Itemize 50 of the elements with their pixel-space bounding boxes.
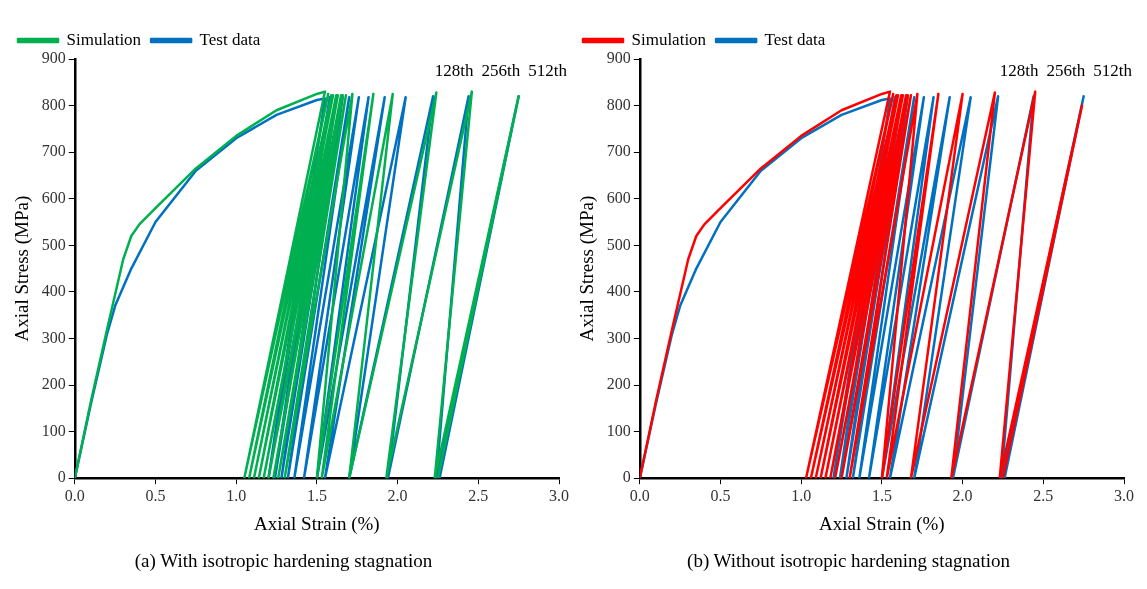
x-axis-title: Axial Strain (%) (254, 512, 380, 535)
annotation: 512th (1093, 60, 1133, 80)
y-tick-label: 0 (622, 468, 631, 486)
annotation: 256th (481, 60, 521, 80)
y-tick-label: 300 (606, 328, 631, 346)
y-tick-label: 700 (41, 142, 66, 160)
y-tick-label: 100 (41, 421, 66, 439)
y-tick-label: 600 (41, 188, 66, 206)
y-tick-label: 200 (606, 375, 631, 393)
x-axis-title: Axial Strain (%) (819, 512, 945, 535)
x-tick-label: 1.5 (871, 487, 892, 504)
y-axis-title: Axial Stress (MPa) (576, 195, 599, 342)
annotation: 256th (1046, 60, 1086, 80)
x-tick-label: 3.0 (549, 487, 569, 504)
x-tick-label: 0.5 (145, 487, 166, 504)
y-tick-label: 900 (41, 49, 66, 67)
x-tick-label: 2.0 (387, 487, 408, 504)
x-tick-label: 1.0 (791, 487, 812, 504)
legend-label: Test data (199, 29, 261, 49)
y-tick-label: 100 (606, 421, 631, 439)
y-tick-label: 300 (41, 328, 66, 346)
y-tick-label: 800 (606, 95, 631, 113)
text: (b) Without isotropic hardening stagnation (687, 549, 1011, 572)
text: (a) With isotropic hardening stagnation (134, 549, 433, 572)
y-tick-label: 600 (606, 188, 631, 206)
legend-label: Test data (764, 29, 826, 49)
x-tick-label: 0.0 (64, 487, 85, 504)
legend-label: Simulation (631, 29, 707, 49)
x-tick-label: 0.5 (710, 487, 731, 504)
y-tick-label: 900 (606, 49, 631, 67)
y-tick-label: 700 (606, 142, 631, 160)
x-tick-label: 1.0 (226, 487, 247, 504)
y-tick-label: 400 (606, 282, 631, 300)
x-tick-label: 1.5 (306, 487, 327, 504)
x-tick-label: 2.5 (468, 487, 489, 504)
y-tick-label: 500 (606, 235, 631, 253)
y-tick-label: 0 (57, 468, 66, 486)
annotation: 128th (999, 60, 1040, 80)
annotation: 128th (434, 60, 475, 80)
x-tick-label: 0.0 (629, 487, 650, 504)
x-tick-label: 2.0 (952, 487, 973, 504)
y-axis-title: Axial Stress (MPa) (11, 195, 34, 342)
y-tick-label: 400 (41, 282, 66, 300)
y-tick-label: 500 (41, 235, 66, 253)
x-tick-label: 2.5 (1033, 487, 1054, 504)
x-tick-label: 3.0 (1114, 487, 1134, 504)
y-tick-label: 200 (41, 375, 66, 393)
legend-label: Simulation (66, 29, 142, 49)
annotation: 512th (528, 60, 568, 80)
y-tick-label: 800 (41, 95, 66, 113)
